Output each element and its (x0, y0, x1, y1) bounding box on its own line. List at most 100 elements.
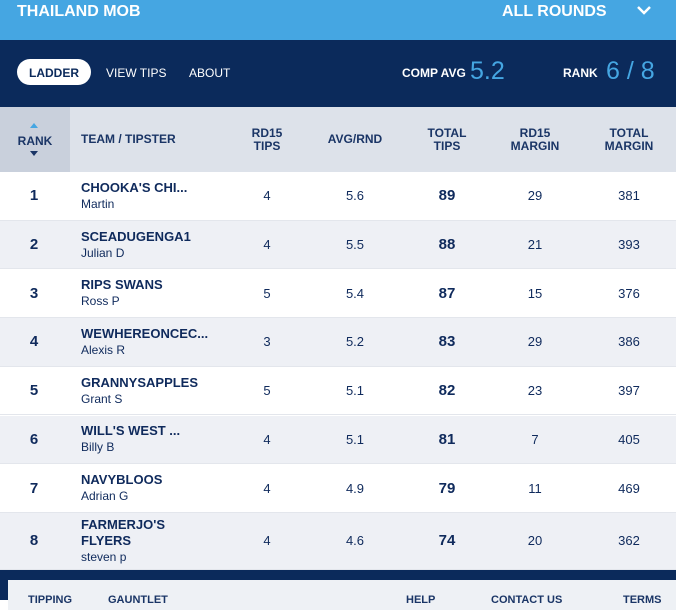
cell-value: 5.6 (345, 188, 365, 204)
cell-value: 4 (263, 237, 271, 253)
team-name: FARMERJO'S FLYERS (81, 516, 165, 548)
column-header[interactable]: RANK (17, 134, 53, 148)
cell-value: 11 (528, 480, 542, 496)
footer: TIPPING GAUNTLET HELP CONTACT US TERMS (0, 570, 676, 610)
column-header[interactable]: RD15 TIPS (251, 125, 283, 153)
team-cell: WEWHEREONCEC... Alexis R (81, 318, 213, 366)
team-name: NAVYBLOOS (81, 472, 163, 488)
table-row[interactable]: 8 FARMERJO'S FLYERS steven p 4 4.6 74 20 362 (0, 512, 676, 570)
comp-avg: 5.2 (470, 57, 505, 85)
team-name: WEWHEREONCEC... (81, 325, 209, 341)
cell-value: 5 (263, 383, 271, 399)
cell-value: 88 (438, 236, 456, 254)
cell-value: 20 (527, 533, 543, 549)
cell-value: 87 (438, 284, 456, 302)
cell-value: 79 (438, 479, 456, 497)
tipster: Billy B (81, 440, 115, 455)
cell-value: 5.1 (345, 383, 365, 399)
cell-value: 5.1 (345, 431, 365, 447)
cell-value: 29 (527, 188, 543, 204)
cell-value: 362 (618, 533, 640, 549)
top-bar: THAILAND MOB ALL ROUNDS (0, 0, 676, 40)
table-row[interactable]: 3 RIPS SWANS Ross P 5 5.4 87 15 376 (0, 269, 676, 319)
cell-value: 4 (263, 533, 271, 549)
cell-value: 4 (263, 431, 271, 447)
cell-value: 82 (438, 382, 456, 400)
team-cell: NAVYBLOOS Adrian G (81, 464, 213, 512)
nav-bar: LADDER VIEW TIPS ABOUT COMP AVG 5.2 RANK… (0, 40, 676, 107)
rank: 5 (29, 382, 39, 400)
cell-value: 393 (618, 237, 640, 253)
cell-value: 3 (263, 334, 271, 350)
footer-link[interactable]: GAUNTLET (108, 594, 168, 606)
tab[interactable]: VIEW TIPS (106, 66, 167, 80)
column-header[interactable]: TOTAL TIPS (427, 125, 467, 153)
team-cell: FARMERJO'S FLYERS steven p (81, 513, 213, 569)
cell-value: 7 (531, 431, 539, 447)
table-row[interactable]: 2 SCEADUGENGA1 Julian D 4 5.5 88 21 393 (0, 220, 676, 270)
cell-value: 5.2 (345, 334, 365, 350)
rank: 3 (29, 284, 39, 302)
column-header[interactable]: TOTAL MARGIN (604, 125, 654, 153)
team-name: GRANNYSAPPLES (81, 374, 199, 390)
cell-value: 4 (263, 188, 271, 204)
rank: 1 (29, 187, 39, 205)
rank: 4 (29, 333, 39, 351)
team-cell: RIPS SWANS Ross P (81, 269, 213, 317)
team-cell: CHOOKA'S CHI... Martin (81, 172, 213, 220)
cell-value: 89 (438, 187, 456, 205)
tipster: Alexis R (81, 342, 126, 357)
team-name: SCEADUGENGA1 (81, 228, 191, 244)
column-header[interactable]: TEAM / TIPSTER (81, 132, 176, 146)
column-header[interactable]: RD15 MARGIN (510, 125, 560, 153)
team-name: THAILAND MOB (17, 3, 141, 20)
cell-value: 15 (527, 285, 543, 301)
cell-value: 5.5 (345, 237, 365, 253)
rank: 7 (29, 479, 39, 497)
cell-value: 4 (263, 480, 271, 496)
team-cell: WILL'S WEST ... Billy B (81, 416, 213, 464)
tipster: steven p (81, 549, 127, 564)
cell-value: 376 (618, 285, 640, 301)
table-row[interactable]: 1 CHOOKA'S CHI... Martin 4 5.6 89 29 381 (0, 172, 676, 221)
cell-value: 386 (618, 334, 640, 350)
tipster: Julian D (81, 245, 125, 260)
cell-value: 23 (527, 383, 543, 399)
footer-links: TIPPING GAUNTLET HELP CONTACT US TERMS (8, 580, 676, 610)
round-select[interactable]: ALL ROUNDS (502, 3, 607, 20)
chevron[interactable] (636, 4, 652, 16)
tab[interactable]: ABOUT (189, 66, 231, 80)
table-row[interactable]: 7 NAVYBLOOS Adrian G 4 4.9 79 11 469 (0, 464, 676, 513)
team-cell: GRANNYSAPPLES Grant S (81, 367, 213, 415)
cell-value: 4.6 (345, 533, 365, 549)
cell-value: 83 (438, 333, 456, 351)
cell-value: 469 (618, 480, 640, 496)
tipster: Ross P (81, 294, 120, 309)
cell-value: 381 (618, 188, 640, 204)
cell-value: 74 (438, 532, 456, 550)
footer-link[interactable]: HELP (406, 594, 436, 606)
table-header: RANK TEAM / TIPSTER RD15 TIPS AVG/RND TOTAL … (0, 107, 676, 172)
tipster: Adrian G (81, 489, 129, 504)
comp-avg-label: COMP AVG (402, 66, 466, 80)
team-name: RIPS SWANS (81, 277, 163, 293)
rank: 6 (29, 430, 39, 448)
table-row[interactable]: 5 GRANNYSAPPLES Grant S 5 5.1 82 23 397 (0, 366, 676, 416)
rank: 6 / 8 (606, 57, 655, 85)
footer-link[interactable]: TERMS (623, 594, 662, 606)
team-name: CHOOKA'S CHI... (81, 179, 188, 195)
footer-link[interactable]: TIPPING (28, 594, 73, 606)
cell-value: 21 (527, 237, 543, 253)
cell-value: 5.4 (345, 285, 365, 301)
sort-icon[interactable] (29, 122, 39, 158)
cell-value: 29 (527, 334, 543, 350)
rank: 2 (29, 236, 39, 254)
column-header[interactable]: AVG/RND (327, 132, 383, 146)
footer-link[interactable]: CONTACT US (491, 594, 563, 606)
tab[interactable]: LADDER (29, 66, 79, 80)
table-row[interactable]: 4 WEWHEREONCEC... Alexis R 3 5.2 83 29 386 (0, 318, 676, 367)
table-row[interactable]: 6 WILL'S WEST ... Billy B 4 5.1 81 7 405 (0, 415, 676, 465)
rank-label: RANK (563, 66, 598, 80)
cell-value: 81 (438, 430, 456, 448)
